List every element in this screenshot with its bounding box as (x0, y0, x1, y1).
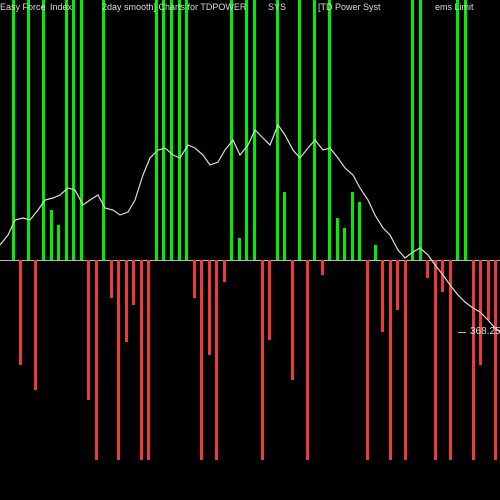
price-tick (458, 332, 466, 333)
header-text: Easy Force (0, 2, 46, 12)
header-text: ems Limit (435, 2, 474, 12)
header-text: SYS (268, 2, 286, 12)
force-index-chart: Easy Force Index 2day smooth] Charts for T… (0, 0, 500, 500)
chart-header: Easy Force Index 2day smooth] Charts for T… (0, 2, 500, 16)
price-line (0, 0, 500, 500)
header-text: 2day smooth] Charts for TDPOWER (102, 2, 246, 12)
header-text: Index (50, 2, 72, 12)
price-polyline (0, 125, 500, 332)
header-text: [TD Power Syst (318, 2, 381, 12)
price-label: 368.25 (470, 326, 500, 337)
